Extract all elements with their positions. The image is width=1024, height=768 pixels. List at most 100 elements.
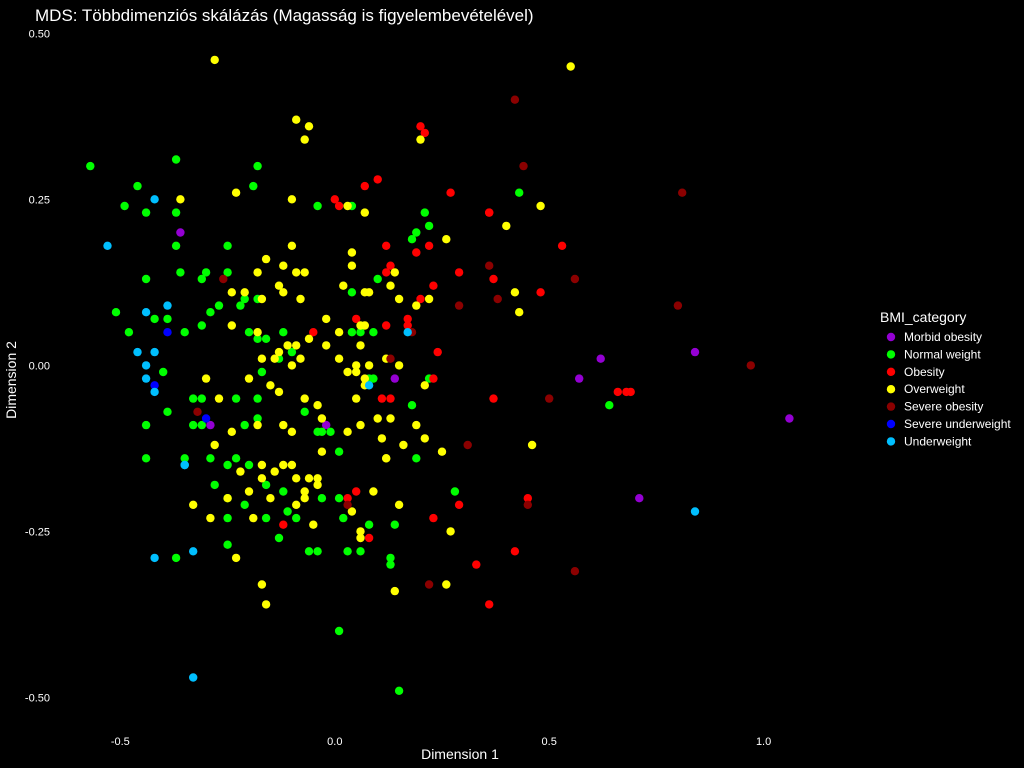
point-normal-weight-27 [253, 334, 262, 343]
point-overweight-25 [227, 288, 236, 297]
point-normal-weight-51 [279, 487, 288, 496]
point-normal-weight-67 [334, 494, 344, 503]
legend-label-overweight: Overweight [904, 382, 965, 396]
point-normal-weight-57 [274, 533, 284, 543]
point-overweight-108 [300, 494, 309, 503]
x-tick-label: -0.5 [111, 736, 130, 748]
point-obesity-42 [279, 520, 288, 529]
point-obesity-35 [364, 533, 374, 543]
legend-marker-severe-obesity [886, 402, 896, 411]
point-morbid-obesity-7 [322, 420, 331, 430]
point-obesity-33 [352, 487, 361, 496]
point-overweight-44 [322, 314, 331, 324]
point-overweight-92 [257, 474, 267, 483]
point-overweight-116 [189, 500, 198, 509]
point-overweight-91 [257, 460, 267, 470]
x-axis-ticks: -0.5 0.0 0.5 1.0 [111, 736, 771, 748]
point-overweight-95 [287, 460, 297, 470]
point-normal-weight-39 [197, 420, 206, 430]
point-severe-obesity-17 [343, 500, 352, 509]
point-severe-obesity-10 [746, 361, 755, 370]
point-normal-weight-72 [171, 553, 181, 563]
point-severe-obesity-6 [673, 301, 683, 310]
point-overweight-43 [304, 334, 314, 343]
point-overweight-100 [313, 480, 322, 490]
point-normal-weight-56 [261, 513, 271, 523]
point-overweight-87 [382, 454, 391, 463]
point-overweight-53 [322, 341, 331, 350]
point-normal-weight-66 [334, 447, 344, 456]
point-overweight-104 [244, 487, 254, 496]
point-normal-weight-78 [394, 686, 404, 695]
legend-title: BMI_category [880, 309, 966, 325]
point-obesity-11 [382, 241, 391, 250]
point-normal-weight-80 [412, 454, 421, 463]
point-severe-obesity-13 [463, 440, 472, 450]
point-overweight-57 [360, 374, 369, 383]
point-obesity-30 [489, 394, 498, 403]
point-obesity-41 [523, 494, 532, 503]
point-overweight-81 [210, 440, 219, 450]
point-normal-weight-38 [189, 420, 198, 430]
point-obesity-22 [352, 314, 361, 324]
point-obesity-21 [382, 321, 391, 330]
point-overweight-98 [313, 474, 322, 483]
point-underweight-13 [189, 673, 198, 682]
legend-marker-overweight [886, 385, 896, 394]
point-obesity-23 [309, 328, 318, 337]
point-overweight-74 [373, 414, 382, 423]
point-overweight-94 [279, 460, 288, 470]
x-tick-label: 0.5 [542, 736, 557, 748]
point-overweight-18 [274, 281, 284, 290]
point-normal-weight-52 [210, 480, 219, 490]
point-normal-weight-94 [369, 374, 378, 383]
point-normal-weight-91 [356, 328, 365, 337]
point-overweight-119 [261, 600, 271, 609]
point-overweight-11 [536, 201, 545, 211]
chart-title: MDS: Többdimenziós skálázás (Magasság is… [35, 6, 534, 25]
point-morbid-obesity-5 [690, 347, 700, 357]
point-overweight-15 [261, 254, 271, 264]
point-obesity-19 [536, 288, 545, 297]
point-overweight-109 [347, 507, 357, 516]
point-normal-weight-44 [141, 454, 151, 463]
y-axis-title: Dimension 2 [3, 341, 19, 419]
point-normal-weight-15 [240, 294, 249, 304]
point-normal-weight-23 [197, 321, 206, 330]
point-severe-obesity-7 [454, 301, 464, 310]
point-normal-weight-42 [240, 420, 249, 430]
point-obesity-4 [330, 195, 339, 204]
point-normal-weight-13 [201, 268, 211, 277]
point-normal-weight-37 [163, 407, 172, 416]
point-underweight-2 [163, 301, 172, 310]
point-obesity-25 [429, 374, 438, 383]
point-normal-weight-7 [249, 181, 258, 191]
point-obesity-40 [510, 547, 520, 556]
point-underweight-5 [150, 347, 159, 357]
point-overweight-6 [176, 195, 185, 204]
point-overweight-105 [249, 513, 258, 523]
point-obesity-20 [403, 314, 412, 324]
point-normal-weight-58 [283, 507, 292, 516]
point-normal-weight-83 [420, 208, 429, 217]
point-morbid-obesity-2 [575, 374, 584, 383]
point-normal-weight-31 [287, 347, 297, 357]
point-overweight-114 [356, 533, 365, 543]
point-normal-weight-18 [111, 308, 121, 317]
point-overweight-24 [386, 281, 395, 290]
point-overweight-96 [292, 474, 301, 483]
point-obesity-1 [420, 128, 429, 138]
point-overweight-3 [300, 135, 309, 144]
point-severe-obesity-1 [519, 161, 528, 171]
point-normal-weight-61 [313, 547, 322, 556]
point-normal-weight-43 [253, 414, 262, 423]
point-normal-weight-0 [86, 161, 95, 171]
point-normal-weight-76 [390, 520, 399, 529]
point-overweight-75 [386, 414, 395, 423]
point-normal-weight-26 [244, 328, 254, 337]
point-normal-weight-33 [159, 367, 168, 377]
point-overweight-55 [343, 367, 352, 377]
point-normal-weight-62 [317, 494, 327, 503]
point-overweight-42 [292, 341, 301, 350]
